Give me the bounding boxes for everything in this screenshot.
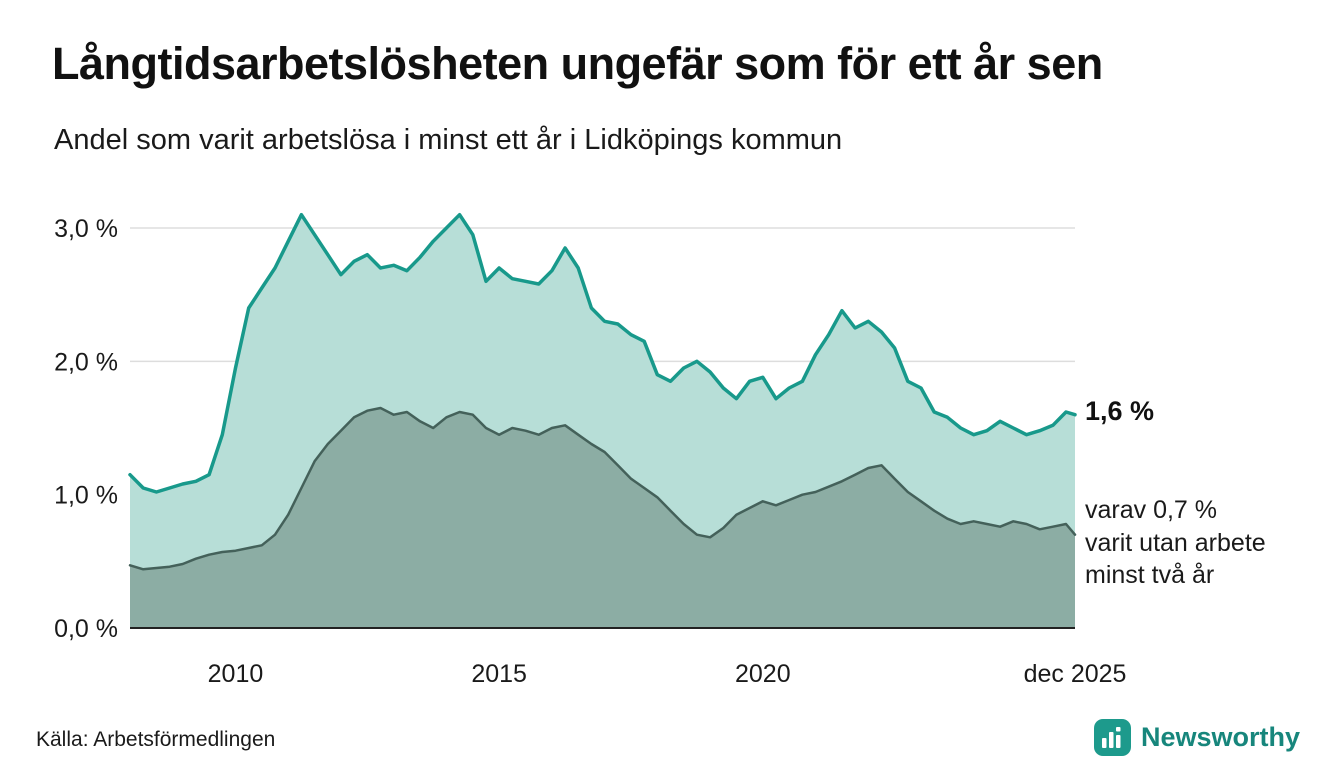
x-tick-label: 2015 (471, 660, 527, 688)
annotation-latest-value: 1,6 % (1085, 396, 1155, 426)
page-subtitle: Andel som varit arbetslösa i minst ett å… (54, 124, 843, 156)
bar-chart-icon (1093, 719, 1131, 756)
source-note: Källa: Arbetsförmedlingen (36, 728, 276, 751)
brand-name: Newsworthy (1140, 722, 1300, 752)
x-tick-label: dec 2025 (1024, 660, 1127, 688)
annotation-two-year: varav 0,7 % varit utan arbete minst två … (1085, 496, 1266, 589)
y-tick-label: 2,0 % (54, 348, 118, 376)
line-two-year (128, 406, 1077, 571)
y-tick-label: 0,0 % (54, 615, 118, 643)
x-tick-label: 2020 (735, 660, 791, 688)
y-tick-label: 1,0 % (54, 482, 118, 510)
x-tick-label: 2010 (208, 660, 264, 688)
y-tick-label: 3,0 % (54, 215, 118, 243)
newsworthy-logo: Newsworthy (1093, 719, 1300, 756)
area-two-year (130, 408, 1075, 628)
line-total (128, 212, 1077, 494)
page-title: Långtidsarbetslösheten ungefär som för e… (52, 38, 1103, 89)
